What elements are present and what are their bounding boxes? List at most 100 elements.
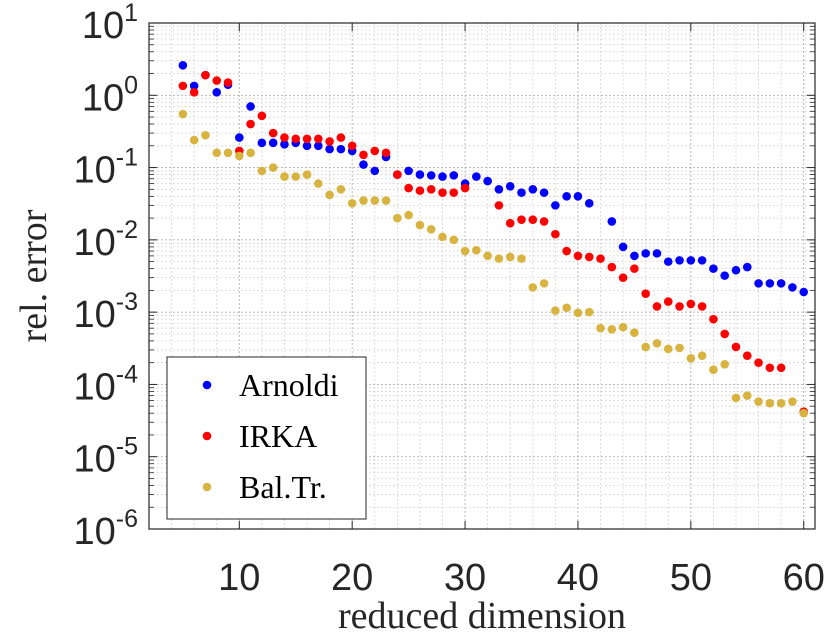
data-point	[201, 130, 210, 140]
data-point	[178, 81, 188, 91]
x-tick-label: 60	[783, 557, 825, 599]
data-point	[562, 192, 571, 201]
data-point	[596, 254, 605, 263]
data-point	[754, 397, 763, 406]
x-tick-label: 30	[444, 557, 486, 599]
data-point	[359, 160, 368, 169]
data-point	[517, 254, 526, 263]
data-point	[449, 235, 459, 245]
data-point	[641, 289, 650, 298]
data-point	[426, 185, 436, 194]
data-point	[438, 188, 447, 197]
data-point	[393, 213, 402, 223]
y-tick-base: 10	[73, 511, 115, 553]
data-point	[539, 279, 549, 288]
data-point	[201, 70, 210, 80]
data-point	[562, 303, 571, 313]
data-point	[607, 217, 617, 226]
data-point	[359, 150, 368, 160]
data-point	[754, 279, 763, 288]
data-point	[472, 245, 481, 255]
data-point	[584, 252, 594, 262]
data-point	[686, 299, 696, 309]
x-axis-title: reduced dimension	[338, 595, 626, 637]
data-point	[268, 163, 278, 172]
data-point	[754, 358, 763, 367]
data-point	[607, 324, 617, 334]
data-point	[517, 215, 526, 225]
y-tick-label: 10-3	[73, 288, 138, 336]
data-point	[257, 138, 267, 148]
y-tick-base: 10	[73, 222, 115, 264]
data-point	[776, 398, 786, 408]
data-point	[212, 76, 222, 85]
data-point	[336, 144, 346, 154]
data-point	[483, 176, 492, 186]
data-point	[381, 196, 391, 205]
axis-ticks	[149, 22, 815, 530]
y-axis-title: rel. error	[13, 209, 55, 342]
data-point	[776, 279, 786, 288]
legend-marker	[202, 431, 212, 441]
data-point	[573, 308, 583, 318]
data-point	[765, 398, 775, 408]
data-point	[325, 190, 334, 200]
x-tick-labels: 10 20 30 40 50 60	[218, 557, 825, 599]
data-point	[675, 302, 684, 311]
data-point	[788, 397, 797, 406]
data-point	[720, 329, 729, 339]
data-point	[551, 229, 560, 239]
data-point	[630, 264, 639, 273]
data-point	[314, 179, 323, 188]
data-point	[189, 81, 199, 91]
data-point	[189, 87, 199, 97]
data-point	[528, 283, 538, 292]
data-point	[505, 218, 515, 228]
data-point	[618, 273, 628, 282]
data-point	[178, 60, 188, 70]
data-point	[223, 78, 233, 87]
data-point	[280, 139, 289, 149]
data-point	[731, 265, 741, 275]
data-point	[720, 271, 729, 280]
data-point	[347, 199, 357, 208]
data-point	[539, 217, 549, 226]
data-point	[347, 141, 357, 151]
y-tick-label: 10-4	[73, 360, 138, 408]
data-point	[280, 133, 289, 142]
data-point	[178, 109, 188, 119]
x-tick-label: 20	[331, 557, 373, 599]
data-point	[630, 328, 639, 337]
y-tick-label: 101	[82, 0, 138, 47]
data-point	[404, 210, 413, 220]
y-tick-label: 100	[82, 71, 138, 119]
data-point	[539, 188, 549, 197]
y-tick-base: 10	[73, 366, 115, 408]
y-tick-exponent: -4	[116, 360, 138, 388]
series-bal-tr	[178, 109, 809, 418]
data-point	[720, 359, 729, 369]
y-tick-exponent: 1	[124, 0, 138, 27]
data-point	[223, 148, 233, 158]
data-point	[314, 141, 323, 151]
data-point	[359, 196, 368, 205]
data-point	[438, 232, 447, 242]
data-point	[257, 111, 267, 121]
y-tick-base: 10	[73, 294, 115, 336]
data-points	[178, 60, 809, 418]
legend-marker	[202, 380, 212, 390]
data-point	[483, 251, 492, 261]
data-point	[460, 183, 470, 193]
data-point	[404, 166, 413, 176]
data-point	[449, 171, 459, 180]
data-point	[472, 172, 481, 181]
data-point	[235, 151, 244, 161]
data-point	[246, 119, 255, 129]
y-tick-exponent: -5	[116, 433, 138, 461]
data-point	[652, 302, 662, 311]
data-point	[731, 342, 741, 352]
data-point	[381, 148, 391, 158]
y-tick-exponent: -1	[116, 144, 138, 172]
legend-label: Arnoldi	[239, 367, 339, 403]
